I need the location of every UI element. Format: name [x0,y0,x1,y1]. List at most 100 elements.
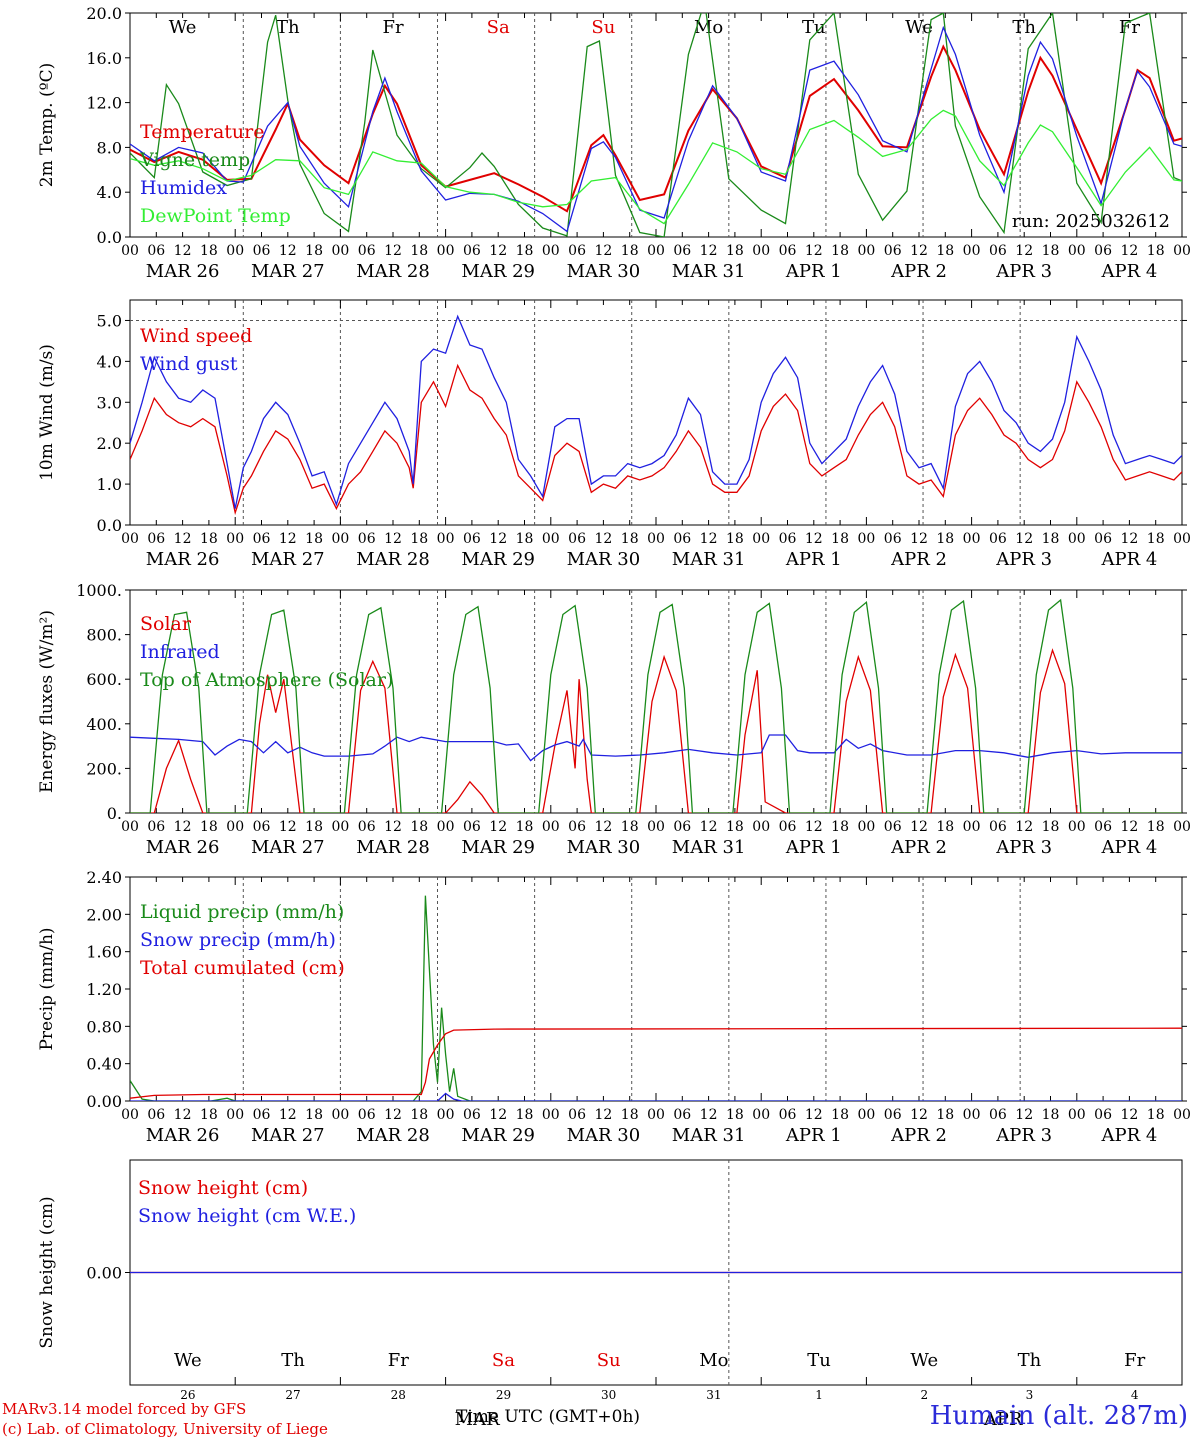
hour-tick-label: 00 [647,531,665,547]
date-label: APR 3 [995,1125,1052,1146]
hour-tick-label: 06 [1094,531,1112,547]
hour-tick-label: 18 [410,1107,428,1123]
date-label: APR 2 [890,549,947,570]
y-tick-label: 0.80 [86,1017,122,1036]
day-number-label: 4 [1131,1388,1139,1402]
hour-tick-label: 00 [857,243,875,259]
y-tick-label: 1.60 [86,943,122,962]
series-line [130,648,1182,813]
y-tick-label: 4.0 [97,183,122,202]
hour-tick-label: 12 [174,243,192,259]
hour-tick-label: 18 [1042,243,1060,259]
series-line [130,13,1182,237]
weekday-label: Tu [802,17,826,38]
date-label: MAR 30 [567,837,641,858]
hour-tick-label: 12 [1120,243,1138,259]
y-tick-label: 2.40 [86,868,122,887]
hour-tick-label: 12 [1015,531,1033,547]
hour-tick-label: 00 [437,243,455,259]
y-tick-label: 0.00 [86,1092,122,1111]
hour-tick-label: 06 [779,243,797,259]
hour-tick-label: 12 [489,819,507,835]
panel-3: 0. 200. 400. 600. 800. 1000. Energy fluxes (W/… [37,581,1191,858]
hour-tick-label: 00 [121,1107,139,1123]
date-label: MAR 29 [461,837,535,858]
hour-tick-label: 12 [174,531,192,547]
series-line [130,314,1182,509]
hour-tick-label: 18 [516,531,534,547]
hour-tick-label: 12 [384,819,402,835]
legend-entry: Total cumulated (cm) [140,957,345,979]
date-label: APR 4 [1100,837,1157,858]
hour-tick-label: 00 [752,819,770,835]
hour-tick-label: 18 [1147,1107,1165,1123]
hour-tick-label: 12 [384,243,402,259]
day-number-label: 31 [706,1388,721,1402]
hour-tick-label: 12 [489,243,507,259]
legend-entry: Wind gust [140,353,238,375]
weekday-label: Fr [1124,1350,1145,1371]
hour-tick-label: 06 [253,531,271,547]
hour-tick-label: 06 [358,531,376,547]
date-label: APR 1 [785,837,842,858]
hour-tick-label: 00 [1068,1107,1086,1123]
weekday-label: Th [1012,17,1036,38]
hour-tick-label: 12 [384,531,402,547]
hour-tick-label: 00 [226,819,244,835]
hour-tick-label: 06 [463,243,481,259]
hour-tick-label: 00 [647,1107,665,1123]
hour-tick-label: 12 [700,243,718,259]
hour-tick-label: 06 [253,1107,271,1123]
hour-tick-label: 06 [568,819,586,835]
day-number-label: 28 [391,1388,406,1402]
legend-entry: Top of Atmosphere (Solar) [140,669,393,691]
hour-tick-label: 18 [1042,819,1060,835]
hour-tick-label: 00 [226,531,244,547]
date-label: MAR 26 [146,261,220,282]
date-label: MAR 28 [356,837,430,858]
hour-tick-label: 18 [200,819,218,835]
hour-tick-label: 12 [805,819,823,835]
hour-tick-label: 18 [936,243,954,259]
plot-frame [129,299,1183,526]
hour-tick-label: 12 [594,1107,612,1123]
day-number-label: 3 [1026,1388,1034,1402]
hour-tick-label: 00 [542,531,560,547]
hour-tick-label: 00 [963,819,981,835]
hour-tick-label: 18 [1042,1107,1060,1123]
date-label: MAR 30 [567,261,641,282]
hour-tick-label: 06 [147,1107,165,1123]
series-line [130,598,1182,813]
day-number-label: 2 [920,1388,928,1402]
hour-tick-label: 06 [779,1107,797,1123]
hour-tick-label: 12 [1120,1107,1138,1123]
y-tick-label: 8.0 [97,138,122,157]
hour-tick-label: 06 [989,1107,1007,1123]
hour-tick-label: 12 [489,531,507,547]
hour-tick-label: 18 [200,531,218,547]
hour-tick-label: 00 [647,243,665,259]
y-tick-label: 2.0 [97,434,122,453]
hour-tick-label: 12 [910,531,928,547]
date-label: MAR 31 [672,549,746,570]
hour-tick-label: 06 [989,243,1007,259]
legend-entry: Solar [140,613,192,635]
plot-frame [129,12,1183,238]
hour-tick-label: 18 [936,819,954,835]
hour-tick-label: 06 [253,243,271,259]
hour-tick-label: 18 [831,531,849,547]
hour-tick-label: 06 [358,243,376,259]
y-axis-label: Energy fluxes (W/m²) [37,610,57,793]
hour-tick-label: 00 [121,243,139,259]
y-tick-label: 1000. [76,581,122,600]
hour-tick-label: 12 [594,243,612,259]
date-label: MAR 29 [461,261,535,282]
x-axis-title: Time UTC (GMT+0h) [456,1407,641,1427]
hour-tick-label: 06 [673,1107,691,1123]
weekday-label: We [174,1350,202,1371]
hour-tick-label: 18 [726,531,744,547]
y-tick-label: 800. [86,626,122,645]
date-label: MAR 31 [672,837,746,858]
hour-tick-label: 00 [963,1107,981,1123]
hour-tick-label: 18 [831,1107,849,1123]
